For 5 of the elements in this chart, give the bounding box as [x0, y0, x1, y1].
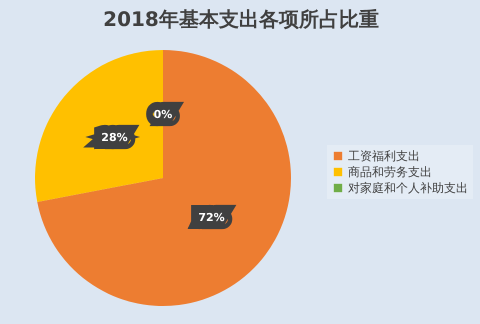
legend-label: 对家庭和个人补助支出 [348, 181, 468, 195]
pie-slice [37, 50, 291, 306]
legend-label: 商品和劳务支出 [348, 165, 432, 179]
legend-label: 工资福利支出 [348, 149, 420, 163]
chart-title: 2018年基本支出各项所占比重 [103, 7, 379, 31]
